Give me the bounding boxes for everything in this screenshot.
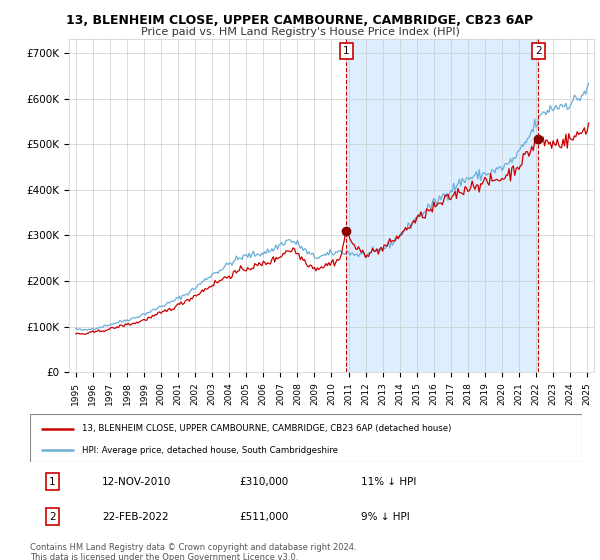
Text: 13, BLENHEIM CLOSE, UPPER CAMBOURNE, CAMBRIDGE, CB23 6AP (detached house): 13, BLENHEIM CLOSE, UPPER CAMBOURNE, CAM… [82,424,452,433]
Text: 1: 1 [343,46,350,56]
Text: 2: 2 [49,512,55,521]
Text: 11% ↓ HPI: 11% ↓ HPI [361,477,416,487]
Text: 9% ↓ HPI: 9% ↓ HPI [361,512,410,521]
Text: £511,000: £511,000 [240,512,289,521]
Text: HPI: Average price, detached house, South Cambridgeshire: HPI: Average price, detached house, Sout… [82,446,338,455]
Text: Contains HM Land Registry data © Crown copyright and database right 2024.: Contains HM Land Registry data © Crown c… [30,543,356,552]
Text: Price paid vs. HM Land Registry's House Price Index (HPI): Price paid vs. HM Land Registry's House … [140,27,460,37]
Text: 12-NOV-2010: 12-NOV-2010 [102,477,171,487]
Bar [346,39,538,372]
Text: 2: 2 [535,46,542,56]
Text: This data is licensed under the Open Government Licence v3.0.: This data is licensed under the Open Gov… [30,553,298,560]
Text: 13, BLENHEIM CLOSE, UPPER CAMBOURNE, CAMBRIDGE, CB23 6AP: 13, BLENHEIM CLOSE, UPPER CAMBOURNE, CAM… [67,14,533,27]
Text: £310,000: £310,000 [240,477,289,487]
Text: 22-FEB-2022: 22-FEB-2022 [102,512,169,521]
Text: 1: 1 [49,477,55,487]
